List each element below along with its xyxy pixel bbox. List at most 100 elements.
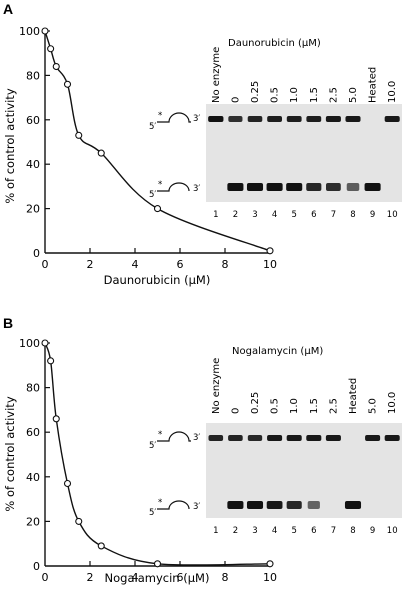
lane-number-a: 2 <box>233 210 238 220</box>
upper-band-a <box>306 116 322 122</box>
data-point-b <box>63 479 72 488</box>
label-star-a: * <box>158 111 162 121</box>
strand-3-label-lower-b: 3′ <box>193 502 200 512</box>
substrate-symbol-b <box>157 431 191 442</box>
x-tick-label-a: 8 <box>222 258 229 271</box>
lane-number-b: 6 <box>311 526 316 536</box>
upper-band-a <box>286 116 302 122</box>
lane-label-a: 10.0 <box>387 81 398 103</box>
lane-label-a: 0.5 <box>270 87 281 103</box>
y-tick-label-a: 60 <box>26 114 40 127</box>
upper-band-a <box>384 116 400 122</box>
panel-letter-a: A <box>3 1 13 17</box>
gel-title-a: Daunorubicin (μM) <box>228 38 321 49</box>
lane-label-a: 0.25 <box>250 81 261 103</box>
lane-label-b: 0.25 <box>250 392 261 414</box>
lower-band-b <box>344 501 362 509</box>
y-tick-label-b: 100 <box>19 337 40 350</box>
data-point-b <box>41 339 49 347</box>
product-symbol-b <box>157 500 190 510</box>
x-tick-label-a: 0 <box>42 258 49 271</box>
lane-number-b: 8 <box>350 526 355 536</box>
upper-band-b <box>384 435 400 441</box>
lane-label-b: 0.5 <box>270 398 281 414</box>
lower-band-a <box>266 183 283 191</box>
upper-band-a <box>247 116 263 122</box>
lower-band-b <box>286 501 302 509</box>
upper-band-b <box>365 435 381 441</box>
lane-number-a: 6 <box>311 210 316 220</box>
lane-label-b: 5.0 <box>368 398 379 414</box>
lane-number-b: 2 <box>233 526 238 536</box>
lane-label-b: 2.5 <box>328 398 339 414</box>
strand-5-label-a: 5′ <box>149 122 156 132</box>
gel-a: Daunorubicin (μM) No enzyme 0 0.25 0.5 1.0 1.… <box>149 38 402 220</box>
y-tick-label-a: 100 <box>19 25 40 38</box>
lane-number-b: 5 <box>291 526 296 536</box>
lane-label-a: No enzyme <box>211 47 222 103</box>
data-point-a <box>75 131 83 139</box>
label-star-b: * <box>158 430 162 440</box>
lane-label-a: 1.0 <box>289 87 300 103</box>
x-tick-label-b: 8 <box>222 571 229 584</box>
strand-3-label-a: 3′ <box>193 114 200 124</box>
y-tick-label-b: 80 <box>26 382 40 395</box>
lane-number-a: 5 <box>291 210 296 220</box>
substrate-symbol-a <box>157 112 191 123</box>
y-tick-label-a: 20 <box>26 203 40 216</box>
lane-number-a: 9 <box>370 210 375 220</box>
x-tick-label-b: 2 <box>87 571 94 584</box>
data-point-a <box>47 45 55 53</box>
lower-band-a <box>306 183 322 191</box>
lane-label-b: Heated <box>348 378 359 414</box>
lower-band-b <box>307 501 320 509</box>
data-point-b <box>47 357 55 365</box>
product-symbol-a <box>157 182 190 192</box>
x-tick-label-a: 10 <box>263 258 277 271</box>
lower-band-a <box>286 183 303 191</box>
upper-band-b <box>306 435 322 441</box>
x-tick-label-b: 10 <box>263 571 277 584</box>
strand-3-label-lower-a: 3′ <box>193 184 200 194</box>
lower-band-a <box>326 183 341 191</box>
label-star-lower-b: * <box>158 498 162 508</box>
lower-band-a <box>246 183 264 191</box>
lane-number-b: 1 <box>213 526 218 536</box>
x-tick-label-a: 4 <box>132 258 139 271</box>
y-tick-label-a: 40 <box>26 158 40 171</box>
lane-number-a: 1 <box>213 210 218 220</box>
x-tick-label-a: 6 <box>177 258 184 271</box>
y-tick-label-b: 20 <box>26 515 40 528</box>
upper-band-a <box>325 116 341 122</box>
x-tick-label-b: 4 <box>132 571 139 584</box>
lane-number-a: 4 <box>272 210 277 220</box>
x-tick-label-b: 6 <box>177 571 184 584</box>
upper-band-b <box>228 435 243 441</box>
data-point-b <box>153 560 162 568</box>
label-star-lower-a: * <box>158 180 162 190</box>
y-tick-label-b: 40 <box>26 471 40 484</box>
strand-5-label-b: 5′ <box>149 441 156 451</box>
data-point-b <box>75 517 83 525</box>
lane-number-a: 8 <box>350 210 355 220</box>
upper-band-b <box>208 435 224 441</box>
data-point-a <box>63 80 72 88</box>
y-tick-label-b: 60 <box>26 426 40 439</box>
upper-band-b <box>286 435 302 441</box>
lane-label-b: 0 <box>230 408 241 414</box>
lane-label-a: 0 <box>230 97 241 103</box>
lane-label-b: 1.5 <box>309 398 320 414</box>
lane-label-b: 10.0 <box>387 392 398 414</box>
lane-number-a: 10 <box>387 210 398 220</box>
lower-band-b <box>246 501 264 509</box>
lane-label-b: No enzyme <box>211 358 222 414</box>
data-point-a <box>41 27 49 35</box>
strand-5-label-lower-b: 5′ <box>149 508 156 518</box>
x-tick-label-a: 2 <box>87 258 94 271</box>
lower-band-b <box>266 501 283 509</box>
upper-band-a <box>345 116 361 122</box>
lane-number-b: 3 <box>252 526 257 536</box>
panel-letter-b: B <box>3 315 13 331</box>
data-point-a <box>153 205 162 213</box>
